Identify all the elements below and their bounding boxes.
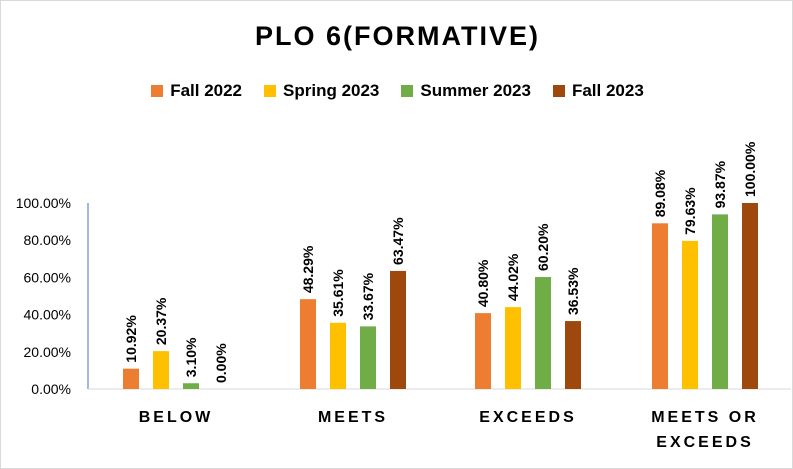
bar bbox=[183, 383, 199, 389]
legend: Fall 2022 Spring 2023 Summer 2023 Fall 2… bbox=[1, 81, 793, 101]
legend-item-fall-2023: Fall 2023 bbox=[552, 81, 644, 101]
bar bbox=[742, 203, 758, 389]
data-label: 0.00% bbox=[213, 343, 229, 383]
data-label: 36.53% bbox=[565, 267, 581, 315]
legend-label-summer-2023: Summer 2023 bbox=[420, 81, 531, 100]
legend-swatch-fall-2023 bbox=[552, 85, 565, 97]
data-label: 20.37% bbox=[153, 297, 169, 345]
y-tick-label: 80.00% bbox=[24, 232, 71, 248]
y-tick-label: 0.00% bbox=[31, 381, 71, 397]
data-label: 33.67% bbox=[360, 272, 376, 320]
data-label: 79.63% bbox=[682, 187, 698, 235]
chart-title: PLO 6(FORMATIVE) bbox=[255, 21, 540, 51]
y-tick-label: 20.00% bbox=[24, 344, 71, 360]
bar bbox=[330, 322, 346, 389]
category-label: EXCEEDS bbox=[656, 434, 753, 451]
bar bbox=[535, 277, 551, 389]
data-label: 10.92% bbox=[123, 315, 139, 363]
bar bbox=[360, 326, 376, 389]
bar bbox=[153, 351, 169, 389]
data-label: 44.02% bbox=[505, 253, 521, 301]
data-label: 60.20% bbox=[535, 223, 551, 271]
bar bbox=[505, 307, 521, 389]
data-label: 89.08% bbox=[652, 169, 668, 217]
data-label: 63.47% bbox=[390, 217, 406, 265]
legend-swatch-fall-2022 bbox=[151, 85, 164, 97]
bar bbox=[682, 240, 698, 389]
data-label: 40.80% bbox=[475, 259, 491, 307]
legend-item-spring-2023: Spring 2023 bbox=[264, 81, 379, 101]
bar bbox=[565, 321, 581, 389]
data-label: 93.87% bbox=[712, 160, 728, 208]
bar bbox=[712, 214, 728, 389]
data-label: 35.61% bbox=[330, 269, 346, 317]
category-label: EXCEEDS bbox=[479, 409, 576, 426]
category-label: MEETS OR bbox=[651, 409, 759, 426]
category-label: BELOW bbox=[139, 409, 214, 426]
legend-swatch-summer-2023 bbox=[401, 85, 414, 97]
legend-item-summer-2023: Summer 2023 bbox=[401, 81, 531, 101]
legend-label-fall-2023: Fall 2023 bbox=[571, 81, 644, 100]
data-label: 48.29% bbox=[300, 245, 316, 293]
bar bbox=[390, 270, 406, 389]
bar bbox=[652, 223, 668, 389]
bar bbox=[123, 368, 139, 389]
legend-label-spring-2023: Spring 2023 bbox=[283, 81, 380, 100]
legend-label-fall-2022: Fall 2022 bbox=[170, 81, 243, 100]
bar bbox=[475, 313, 491, 389]
category-label: MEETS bbox=[318, 409, 388, 426]
y-tick-label: 60.00% bbox=[24, 269, 71, 285]
y-tick-label: 100.00% bbox=[16, 195, 71, 211]
data-label: 3.10% bbox=[183, 337, 199, 377]
bar bbox=[300, 299, 316, 389]
y-tick-label: 40.00% bbox=[24, 307, 71, 323]
legend-swatch-spring-2023 bbox=[264, 85, 277, 97]
data-label: 100.00% bbox=[742, 141, 758, 197]
legend-item-fall-2022: Fall 2022 bbox=[151, 81, 242, 101]
